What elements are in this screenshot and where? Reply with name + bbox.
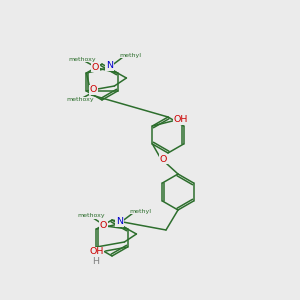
Text: methyl: methyl xyxy=(119,52,141,58)
Text: H: H xyxy=(92,256,99,266)
Text: N: N xyxy=(116,218,123,226)
Text: N: N xyxy=(106,61,113,70)
Text: methyl: methyl xyxy=(129,208,152,214)
Text: O: O xyxy=(92,62,99,71)
Text: OH: OH xyxy=(173,116,188,124)
Text: methoxy: methoxy xyxy=(78,214,105,218)
Text: methoxy: methoxy xyxy=(67,98,94,103)
Text: OH: OH xyxy=(89,248,104,256)
Text: methoxy: methoxy xyxy=(69,56,96,61)
Text: O: O xyxy=(100,220,107,230)
Text: O: O xyxy=(160,154,167,164)
Text: O: O xyxy=(90,85,97,94)
